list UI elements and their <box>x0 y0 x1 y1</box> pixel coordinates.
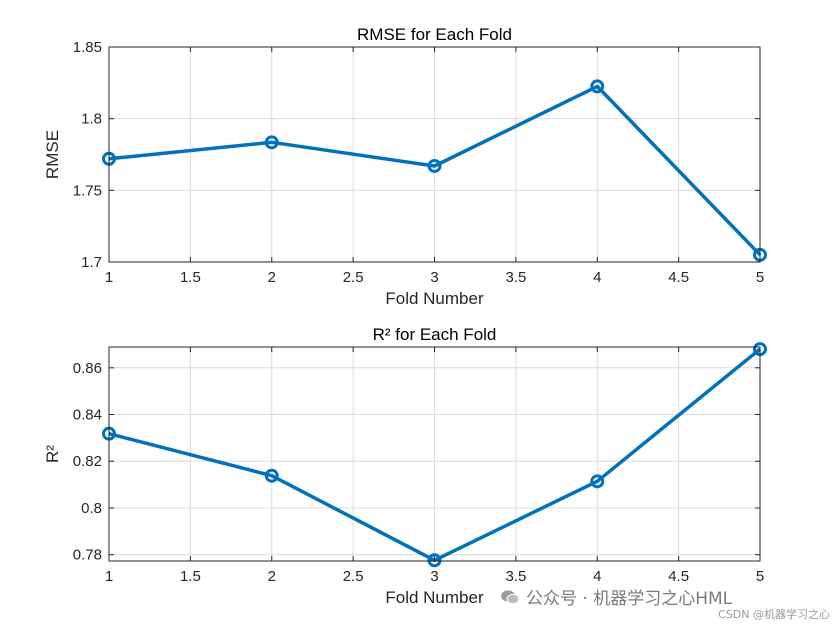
chart-2: 1 1.5 2 2.5 3 3.5 4 4.5 5 0.78 0.8 0.82 0.84 0.86 R² f… <box>43 325 767 607</box>
x-tick-label: 1 <box>105 269 113 286</box>
y-tick-label: 1.85 <box>73 39 102 56</box>
y-tick-label: 0.8 <box>81 500 102 517</box>
x-tick-label: 2 <box>268 269 276 286</box>
x-tick-label: 2.5 <box>343 568 364 585</box>
x-tick-label: 1.5 <box>180 269 201 286</box>
data-point <box>427 553 442 568</box>
data-point <box>427 158 442 173</box>
y-tick-label: 1.8 <box>81 111 102 128</box>
x-axis-label: Fold Number <box>385 588 484 607</box>
wechat-icon <box>501 590 520 604</box>
data-point <box>590 474 605 489</box>
x-tick-label: 4.5 <box>668 568 689 585</box>
y-tick-label: 0.78 <box>73 547 102 564</box>
watermark-main: 公众号 · 机器学习之心HML <box>500 584 732 609</box>
x-tick-label: 4 <box>593 568 601 585</box>
x-tick-label: 1 <box>105 568 113 585</box>
y-tick-label: 0.84 <box>73 407 102 424</box>
x-tick-label: 3.5 <box>505 568 526 585</box>
watermark-main-text: 公众号 · 机器学习之心HML <box>526 589 733 609</box>
x-tick-label: 4 <box>593 269 601 286</box>
watermark-sub: CSDN @机器学习之心 <box>718 608 830 621</box>
y-tick-label: 1.7 <box>81 254 102 271</box>
x-tick-label: 5 <box>756 269 764 286</box>
series-line <box>108 84 762 257</box>
chart-title: RMSE for Each Fold <box>357 25 512 44</box>
y-tick-label: 0.86 <box>73 360 102 377</box>
data-point <box>590 79 605 94</box>
data-point <box>264 468 279 483</box>
y-tick-label: 1.75 <box>73 182 102 199</box>
y-axis-label: R² <box>43 445 62 463</box>
x-tick-label: 2.5 <box>343 269 364 286</box>
chart-title: R² for Each Fold <box>373 325 497 344</box>
x-tick-label: 2 <box>268 568 276 585</box>
chart-1: 1 1.5 2 2.5 3 3.5 4 4.5 5 1.7 1.75 1.8 1.85 RMSE for … <box>43 25 767 308</box>
x-tick-label: 1.5 <box>180 568 201 585</box>
y-axis-label: RMSE <box>43 130 62 179</box>
x-tick-label: 3 <box>430 568 438 585</box>
data-point <box>264 135 279 150</box>
x-tick-label: 5 <box>756 568 764 585</box>
x-axis-label: Fold Number <box>385 289 484 308</box>
x-tick-label: 3.5 <box>505 269 526 286</box>
y-tick-label: 0.82 <box>73 453 102 470</box>
x-tick-label: 4.5 <box>668 269 689 286</box>
x-tick-label: 3 <box>430 269 438 286</box>
